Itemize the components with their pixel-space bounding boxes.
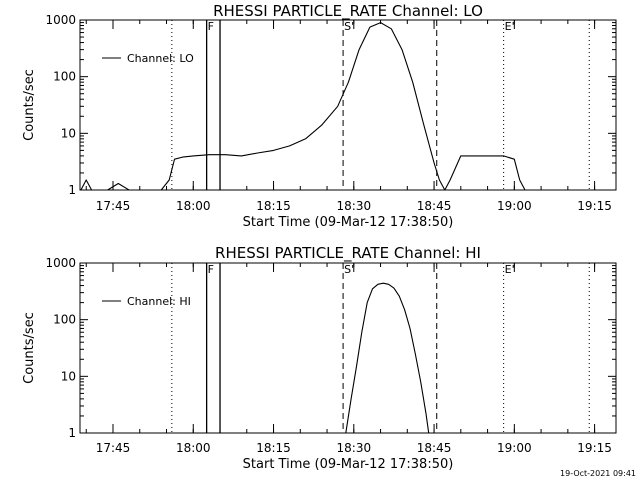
x-tick-label: 17:45 bbox=[96, 199, 131, 213]
x-tick-label: 18:00 bbox=[176, 199, 211, 213]
y-tick-label: 1 bbox=[68, 426, 76, 440]
x-tick-label: 18:45 bbox=[417, 199, 452, 213]
y-tick-label: 1000 bbox=[45, 13, 76, 27]
x-tick-label: 18:45 bbox=[417, 441, 452, 455]
series-line bbox=[80, 22, 611, 191]
x-tick-label: 18:15 bbox=[256, 199, 291, 213]
y-tick-label: 10 bbox=[61, 126, 76, 140]
y-axis-label: Counts/sec bbox=[22, 312, 37, 384]
x-tick-label: 19:00 bbox=[497, 199, 532, 213]
x-tick-label: 18:30 bbox=[337, 199, 372, 213]
chart-title: RHESSI PARTICLE_RATE Channel: HI bbox=[215, 244, 481, 263]
x-tick-label: 18:00 bbox=[176, 441, 211, 455]
event-marker-label: E' bbox=[505, 263, 515, 276]
x-axis-label: Start Time (09-Mar-12 17:38:50) bbox=[243, 457, 454, 472]
series-line bbox=[345, 282, 430, 434]
event-marker-label: S' bbox=[344, 263, 354, 276]
event-marker-label: F bbox=[208, 263, 214, 276]
event-marker-label: E' bbox=[505, 20, 515, 33]
x-tick-label: 18:30 bbox=[337, 441, 372, 455]
y-tick-label: 1 bbox=[68, 183, 76, 197]
chart-title: RHESSI PARTICLE_RATE Channel: LO bbox=[213, 2, 483, 21]
x-axis-label: Start Time (09-Mar-12 17:38:50) bbox=[243, 215, 454, 230]
x-tick-label: 19:15 bbox=[577, 441, 612, 455]
plot-frame bbox=[79, 262, 617, 434]
y-axis-label: Counts/sec bbox=[22, 69, 37, 141]
event-marker-label: F bbox=[208, 20, 214, 33]
x-tick-label: 19:00 bbox=[497, 441, 532, 455]
y-tick-label: 100 bbox=[53, 313, 76, 327]
plot-frame bbox=[79, 19, 617, 191]
x-tick-label: 17:45 bbox=[96, 441, 131, 455]
panel-lo: RHESSI PARTICLE_RATE Channel: LO 1 10 100 10… bbox=[22, 2, 617, 230]
legend-label: Channel: LO bbox=[127, 52, 194, 65]
y-tick-label: 100 bbox=[53, 70, 76, 84]
y-tick-label: 10 bbox=[61, 369, 76, 383]
x-tick-label: 19:15 bbox=[577, 199, 612, 213]
legend-label: Channel: HI bbox=[127, 295, 191, 308]
x-tick-label: 18:15 bbox=[256, 441, 291, 455]
panel-hi: RHESSI PARTICLE_RATE Channel: HI 1 10 100 10… bbox=[22, 244, 617, 472]
event-marker-label: S' bbox=[344, 20, 354, 33]
timestamp: 19-Oct-2021 09:41 bbox=[560, 469, 636, 478]
y-tick-label: 1000 bbox=[45, 256, 76, 270]
